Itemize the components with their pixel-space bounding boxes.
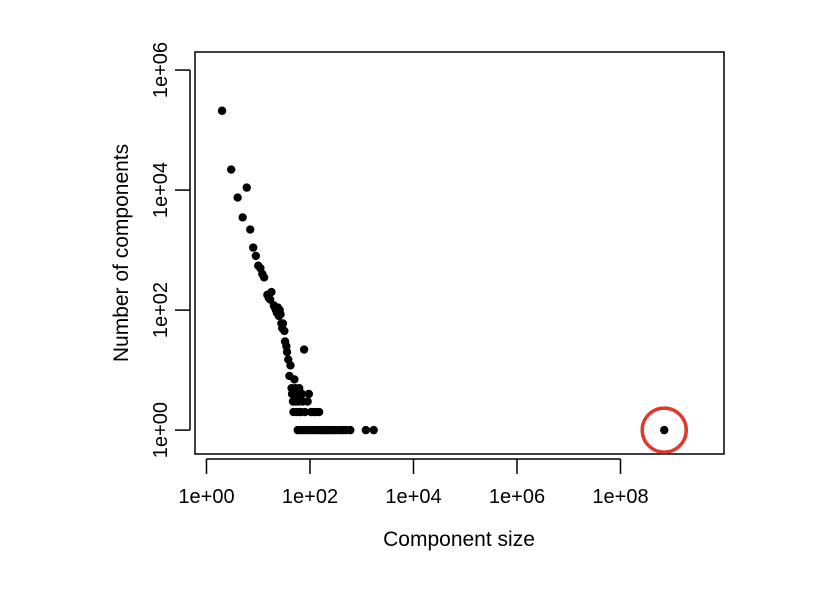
x-axis-label: Component size [383,528,535,551]
data-point [242,183,251,192]
data-point [233,193,242,202]
x-axis: 1e+00 1e+02 1e+04 1e+06 1e+08 [178,458,649,508]
data-point [304,389,314,399]
data-point [251,251,261,261]
data-point [290,375,299,384]
x-tick-label: 1e+06 [489,486,545,508]
data-point [249,243,258,252]
data-point [259,273,269,282]
y-tick-label: 1e+02 [150,282,172,338]
y-tick-label: 1e+04 [150,162,172,218]
data-point [346,425,355,435]
data-point [303,397,312,406]
highlight-circle [640,406,688,454]
data-point [280,326,289,336]
data-point [369,425,378,435]
plot-frame [194,51,725,455]
data-point [246,225,255,234]
data-point [217,106,227,115]
y-tick-label: 1e+06 [150,42,172,98]
y-axis-label: Number of components [110,144,133,362]
data-point [299,345,309,354]
x-tick-label: 1e+00 [178,486,234,508]
x-tick-label: 1e+02 [282,486,338,508]
data-point [297,389,307,399]
y-axis: 1e+00 1e+02 1e+04 1e+06 [150,42,191,458]
data-point [361,425,371,435]
data-point [226,165,236,174]
data-point [282,347,292,357]
data-point [267,287,276,297]
data-point [276,310,285,319]
data-points [217,106,669,435]
y-tick-label: 1e+00 [150,402,172,458]
data-point [300,407,310,417]
data-point [286,361,295,370]
data-point [314,407,324,417]
data-point [238,213,247,222]
x-tick-label: 1e+08 [592,486,648,508]
x-tick-label: 1e+04 [385,486,441,508]
data-point [660,425,669,435]
data-point [278,319,288,328]
